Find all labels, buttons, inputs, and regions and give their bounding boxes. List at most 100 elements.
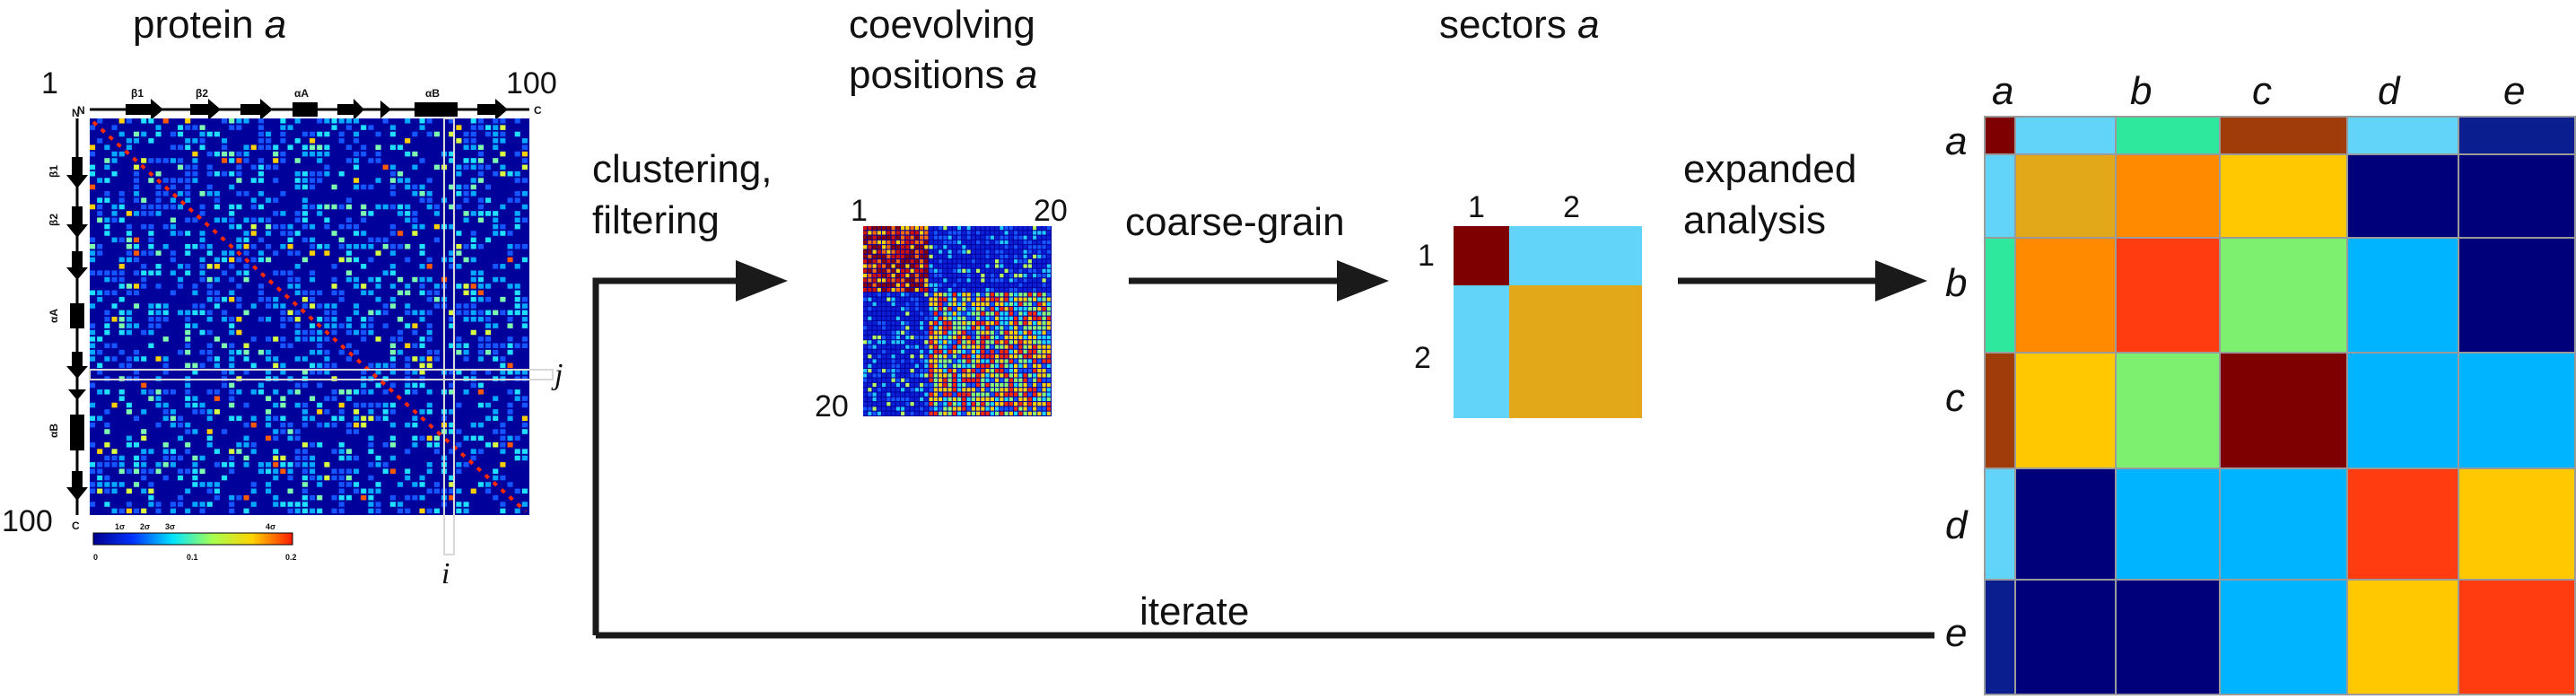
coevolving-cell	[891, 293, 895, 297]
coevolving-cell	[882, 402, 886, 406]
coevolving-cell	[1009, 411, 1013, 415]
heatmap-cell	[90, 303, 96, 309]
coevolving-cell	[905, 283, 910, 287]
heatmap-cell	[354, 468, 360, 474]
coevolving-cell	[957, 297, 962, 301]
coevolving-cell	[1014, 293, 1018, 297]
coevolving-cell	[901, 388, 905, 392]
coevolving-cell	[1009, 235, 1013, 240]
coevolving-cell	[1027, 397, 1032, 402]
coevolving-cell	[895, 359, 900, 363]
heatmap-cell	[118, 151, 125, 157]
heatmap-cell	[294, 435, 301, 441]
heatmap-cell	[301, 336, 308, 342]
coevolving-cell	[910, 326, 914, 330]
coevolving-cell	[929, 283, 933, 287]
heatmap-cell	[310, 151, 316, 157]
coevolving-cell	[957, 402, 962, 406]
heatmap-cell	[178, 191, 184, 197]
heatmap-cell	[178, 468, 184, 474]
heatmap-cell	[345, 396, 352, 401]
coevolving-cell	[962, 363, 966, 368]
coevolving-cell	[1046, 245, 1051, 249]
heatmap-cell	[192, 284, 198, 289]
coevolving-cell	[924, 373, 929, 378]
coevolving-cell	[868, 264, 872, 268]
expanded-matrix-cell	[2458, 352, 2576, 469]
heatmap-cell	[134, 237, 140, 243]
heatmap-cell	[141, 197, 147, 203]
coevolving-cell	[914, 402, 919, 406]
coevolving-cell	[933, 278, 938, 283]
heatmap-cell	[266, 231, 272, 236]
heatmap-cell	[236, 329, 242, 336]
coevolving-cell	[1009, 406, 1013, 411]
heatmap-cell	[287, 389, 293, 395]
heatmap-cell	[405, 217, 411, 223]
heatmap-cell	[214, 296, 220, 302]
heatmap-cell	[507, 170, 513, 177]
coevolving-cell	[886, 382, 891, 388]
heatmap-cell	[266, 356, 272, 362]
coevolving-cell	[1014, 392, 1018, 397]
heatmap-cell	[354, 231, 360, 236]
heatmap-cell	[389, 231, 396, 236]
heatmap-cell	[507, 349, 513, 355]
heatmap-cell	[97, 363, 103, 369]
coevolving-cell	[990, 283, 994, 287]
heatmap-cell	[412, 422, 418, 428]
heatmap-cell	[126, 211, 132, 216]
heatmap-cell	[514, 303, 520, 309]
heatmap-cell	[493, 158, 499, 163]
heatmap-cell	[104, 191, 110, 197]
coevolving-cell	[1018, 354, 1023, 359]
coevolving-cell	[943, 316, 947, 320]
coevolving-cell	[966, 340, 971, 345]
heatmap-cell	[301, 508, 308, 514]
coevolving-cell	[872, 388, 877, 392]
coevolving-cell	[939, 369, 943, 373]
heatmap-cell	[324, 204, 330, 210]
heatmap-cell	[382, 323, 389, 328]
coevolving-cell	[985, 354, 990, 359]
coevolving-cell	[933, 349, 938, 354]
heatmap-cell	[338, 502, 345, 507]
heatmap-cell	[456, 336, 462, 342]
coevolving-cell	[939, 321, 943, 326]
heatmap-cell	[141, 276, 147, 283]
coevolving-cell	[924, 254, 929, 259]
coevolving-cell	[920, 345, 924, 349]
heatmap-cell	[521, 310, 528, 316]
coevolving-cell	[895, 254, 900, 259]
coevolving-cell	[1033, 345, 1037, 349]
coevolving-cell	[939, 349, 943, 354]
coevolving-cell	[1042, 264, 1046, 268]
expanded-matrix-cell	[2458, 467, 2576, 581]
heatmap-cell	[258, 237, 264, 243]
coevolving-cell	[914, 311, 919, 316]
heatmap-cell	[170, 290, 176, 296]
coevolving-cell	[1042, 345, 1046, 349]
coevolving-cell	[990, 388, 994, 392]
coevolving-cell	[1018, 345, 1023, 349]
coevolving-cell	[1004, 402, 1009, 406]
coevolving-cell	[939, 293, 943, 297]
coevolving-cell	[1004, 226, 1009, 231]
heatmap-cell	[236, 389, 242, 395]
coevolving-cell	[995, 297, 1000, 301]
heatmap-cell	[229, 389, 235, 395]
coevolving-cell	[886, 335, 891, 340]
heatmap-cell	[521, 217, 528, 223]
coevolving-cell	[1023, 340, 1027, 345]
heatmap-cell	[317, 290, 323, 296]
heatmap-cell	[294, 118, 301, 124]
heatmap-cell	[280, 502, 286, 507]
coevolving-cell	[1014, 254, 1018, 259]
coevolving-cell	[1037, 402, 1042, 406]
coevolving-cell	[924, 287, 929, 293]
heatmap-cell	[433, 290, 440, 296]
heatmap-cell	[266, 138, 272, 144]
coevolving-cell	[971, 326, 975, 330]
coevolving-cell	[939, 363, 943, 368]
coevolving-cell	[933, 264, 938, 268]
